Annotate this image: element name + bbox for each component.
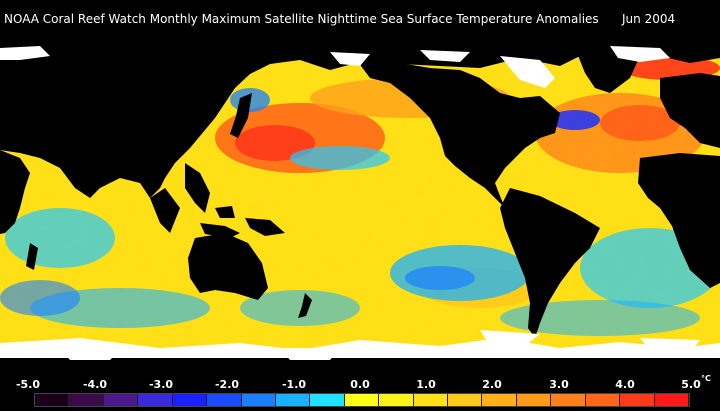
color-swatch <box>172 394 208 406</box>
legend-tick: 0.0 <box>350 378 370 391</box>
color-swatch <box>620 394 655 406</box>
color-swatch <box>448 394 483 406</box>
color-swatch <box>207 394 242 406</box>
legend-tick: -1.0 <box>281 378 307 391</box>
color-swatch <box>138 394 173 406</box>
color-swatch <box>310 394 345 406</box>
title-date: Jun 2004 <box>622 12 676 26</box>
color-swatch <box>654 394 690 406</box>
color-swatch <box>69 394 104 406</box>
sea-ice <box>0 46 720 360</box>
legend-tick: 1.0 <box>416 378 436 391</box>
color-legend: -5.0 -4.0 -3.0 -2.0 -1.0 0.0 1.0 2.0 3.0… <box>0 372 720 411</box>
color-swatch <box>35 394 70 406</box>
color-swatch <box>482 394 517 406</box>
color-swatch <box>275 394 311 406</box>
legend-tick: 5.0 <box>681 378 701 391</box>
color-swatch <box>103 394 139 406</box>
legend-unit: °C <box>701 374 711 383</box>
color-swatch <box>344 394 380 406</box>
title-text: NOAA Coral Reef Watch Monthly Maximum Sa… <box>4 12 599 26</box>
legend-tick: -5.0 <box>15 378 41 391</box>
legend-tick: -2.0 <box>214 378 240 391</box>
color-swatch <box>241 394 276 406</box>
color-swatch <box>585 394 621 406</box>
legend-tick: 3.0 <box>549 378 569 391</box>
sst-anomaly-map <box>0 38 720 372</box>
land <box>0 38 720 372</box>
color-scale-bar <box>34 393 690 407</box>
legend-tick: 4.0 <box>615 378 635 391</box>
color-swatch <box>379 394 414 406</box>
color-swatch <box>516 394 552 406</box>
color-swatch <box>551 394 586 406</box>
color-swatch <box>413 394 449 406</box>
legend-tick: -4.0 <box>82 378 108 391</box>
legend-tick: -3.0 <box>148 378 174 391</box>
map-title: NOAA Coral Reef Watch Monthly Maximum Sa… <box>0 0 720 38</box>
legend-tick: 2.0 <box>482 378 502 391</box>
